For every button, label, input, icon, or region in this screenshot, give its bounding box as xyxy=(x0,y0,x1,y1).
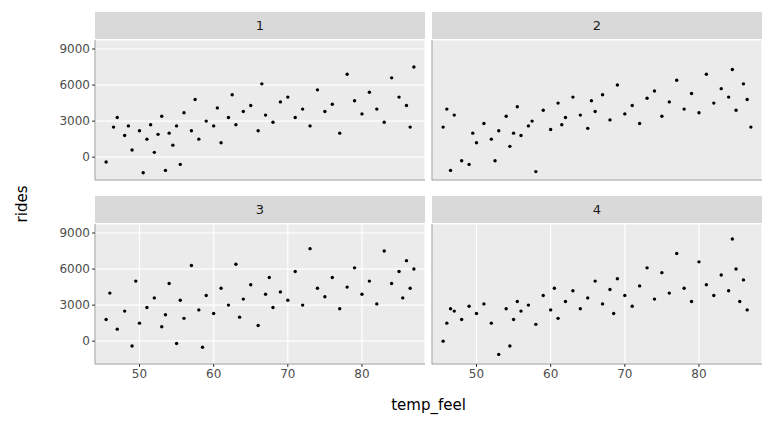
svg-text:6000: 6000 xyxy=(59,78,90,92)
html-text:temp_feel: temp_feel xyxy=(391,396,466,414)
html-text:4: 4 xyxy=(592,202,602,217)
html-text:1: 1 xyxy=(255,18,265,33)
html-text:rides: rides xyxy=(13,185,31,223)
html-text:3: 3 xyxy=(255,202,265,217)
svg-text:9000: 9000 xyxy=(59,226,90,240)
svg-text:3000: 3000 xyxy=(59,114,90,128)
svg-text:50: 50 xyxy=(132,367,147,381)
svg-text:70: 70 xyxy=(280,367,295,381)
svg-text:80: 80 xyxy=(691,367,706,381)
svg-text:60: 60 xyxy=(543,367,558,381)
svg-text:50: 50 xyxy=(469,367,484,381)
svg-text:60: 60 xyxy=(206,367,221,381)
svg-text:6000: 6000 xyxy=(59,262,90,276)
svg-text:9000: 9000 xyxy=(59,42,90,56)
html-text:2: 2 xyxy=(592,18,602,33)
svg-text:3000: 3000 xyxy=(59,298,90,312)
svg-text:70: 70 xyxy=(617,367,632,381)
svg-text:0: 0 xyxy=(82,334,90,348)
svg-text:0: 0 xyxy=(82,150,90,164)
svg-text:80: 80 xyxy=(354,367,369,381)
